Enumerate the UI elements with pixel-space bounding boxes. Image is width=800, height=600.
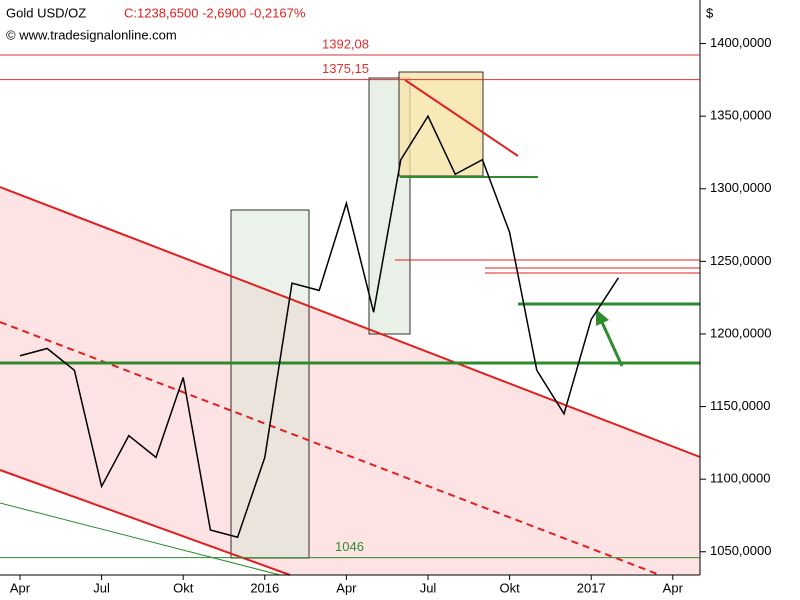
y-tick-label: 1350,0000 [710, 108, 771, 123]
price-line [19, 114, 620, 539]
x-tick-label: 2016 [250, 580, 279, 595]
level-label: 1375,15 [322, 61, 369, 76]
y-tick-label: 1200,0000 [710, 325, 771, 340]
trend-line [0, 321, 661, 576]
x-tick-label: Apr [336, 580, 357, 595]
x-tick-label: Apr [10, 580, 31, 595]
y-tick-label: 1150,0000 [710, 398, 771, 413]
subtitle: C:1238,6500 -2,6900 -0,2167% [124, 5, 306, 20]
x-tick-label: Apr [663, 580, 684, 595]
y-tick-label: 1300,0000 [710, 180, 771, 195]
level-label: 1392,08 [322, 36, 369, 51]
x-tick-label: 2017 [577, 580, 606, 595]
box [230, 209, 310, 559]
level-label: 1046 [335, 539, 364, 554]
x-tick-label: Jul [93, 580, 110, 595]
unit-label: $ [706, 5, 714, 20]
title: Gold USD/OZ [6, 5, 86, 20]
source: © www.tradesignalonline.com [6, 27, 177, 42]
trend-line [0, 186, 701, 458]
channel [0, 187, 700, 575]
y-tick-label: 1400,0000 [710, 35, 771, 50]
x-tick-label: Jul [420, 580, 437, 595]
trend-line [404, 79, 519, 157]
x-tick-label: Okt [173, 580, 194, 595]
trend-line [0, 502, 281, 576]
x-tick-label: Okt [499, 580, 520, 595]
y-tick-label: 1050,0000 [710, 543, 771, 558]
y-tick-label: 1100,0000 [710, 471, 771, 486]
y-tick-label: 1250,0000 [710, 253, 771, 268]
arrow-head [596, 309, 609, 326]
arrow [599, 319, 624, 367]
